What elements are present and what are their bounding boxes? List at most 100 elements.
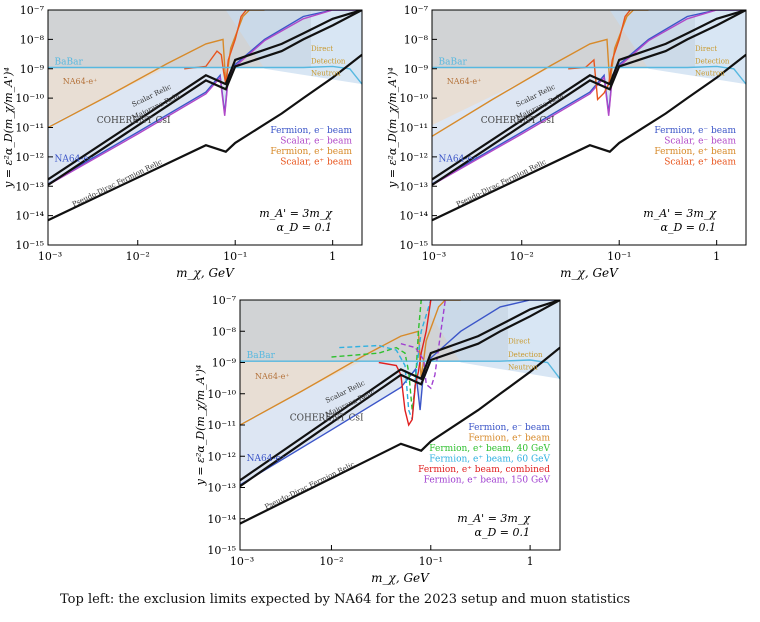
region-label: COHERENT CsI <box>97 116 171 126</box>
region-label: BaBar <box>247 351 276 361</box>
chart-panel-1: 10⁻¹⁵ 10⁻¹⁴ 10⁻¹³ 10⁻¹² 10⁻¹¹ 10⁻¹⁰ 10⁻⁹ 10⁻⁸ 10… <box>2 4 363 280</box>
region-label: NA64-e⁺ <box>255 372 290 381</box>
y-tick-label: 10⁻¹² <box>207 450 236 463</box>
series-line-6 <box>240 359 560 380</box>
y-tick-label: 10⁻¹² <box>15 151 44 164</box>
y-axis-label: y = ε²α_D(m_χ/m_A')⁴ <box>386 67 399 189</box>
y-tick-label: 10⁻¹¹ <box>207 419 236 432</box>
region-label: NA64-e⁻ <box>439 154 478 164</box>
region-label: COHERENT CsI <box>290 413 364 423</box>
y-tick-label: 10⁻¹⁴ <box>207 513 236 526</box>
x-tick-label: 10⁻² <box>126 250 150 263</box>
plot-area <box>432 10 746 222</box>
series-line-6 <box>48 10 362 181</box>
series-line-7 <box>432 53 746 222</box>
y-tick-label: 10⁻⁷ <box>404 4 429 17</box>
region-label: NA64-e⁺ <box>63 77 98 86</box>
x-tick-label: 1 <box>329 250 336 263</box>
y-tick-label: 10⁻⁸ <box>404 33 429 46</box>
series-line-5 <box>432 10 746 186</box>
series-line-2 <box>331 300 422 411</box>
legend-entry: Scalar, e⁺ beam <box>280 158 352 168</box>
y-tick-label: 10⁻¹¹ <box>15 122 44 135</box>
y-tick-label: 10⁻¹⁵ <box>15 239 44 252</box>
region-label: Direct <box>508 338 530 346</box>
series-line-2 <box>48 10 265 129</box>
y-tick-label: 10⁻¹¹ <box>399 122 428 135</box>
region-label: Direct <box>311 45 333 53</box>
legend-entry: Fermion, e⁻ beam <box>654 126 736 136</box>
region-label: Pseudo-Dirac Fermion Relic <box>71 158 164 209</box>
annotation-text: m_A' = 3m_χ <box>643 207 717 220</box>
x-axis-label: m_χ, GeV <box>560 266 619 280</box>
x-axis-label: m_χ, GeV <box>371 571 430 585</box>
series-line-7 <box>240 300 560 488</box>
chart-panel-3: 10⁻¹⁵ 10⁻¹⁴ 10⁻¹³ 10⁻¹² 10⁻¹¹ 10⁻¹⁰ 10⁻⁹ 10⁻⁸ 10… <box>194 294 561 585</box>
region-label: Detection <box>508 351 543 359</box>
x-tick-label: 10⁻³ <box>422 250 446 263</box>
region-label: Detection <box>311 58 346 66</box>
na64-eplus-region <box>432 67 552 126</box>
series-line-4 <box>48 65 362 85</box>
x-tick-label: 1 <box>527 555 534 568</box>
chart-panel-2: 10⁻¹⁵ 10⁻¹⁴ 10⁻¹³ 10⁻¹² 10⁻¹¹ 10⁻¹⁰ 10⁻⁹ 10⁻⁸ 10… <box>386 4 747 280</box>
region-label: NA64-e⁻ <box>55 154 94 164</box>
y-tick-label: 10⁻¹³ <box>15 180 44 193</box>
x-tick-label: 10⁻² <box>510 250 534 263</box>
region-label: Pseudo-Dirac Fermion Relic <box>264 461 357 512</box>
x-tick-label: 10⁻³ <box>230 555 254 568</box>
series-line-1 <box>240 300 461 426</box>
x-tick-label: 10⁻¹ <box>223 250 247 263</box>
y-tick-label: 10⁻¹⁰ <box>399 92 428 105</box>
series-line-2 <box>432 10 649 137</box>
region-label: NA64-e⁻ <box>247 454 286 464</box>
series-line-7 <box>48 53 362 222</box>
annotation-text: α_D = 0.1 <box>277 221 332 234</box>
region-label: BaBar <box>55 57 84 67</box>
legend-entry: Fermion, e⁻ beam <box>270 126 352 136</box>
y-tick-label: 10⁻⁷ <box>20 4 45 17</box>
region-label: Neutron <box>695 69 725 77</box>
y-tick-label: 10⁻¹⁴ <box>399 210 428 223</box>
y-tick-label: 10⁻⁹ <box>20 63 45 76</box>
legend-entry: Fermion, e⁺ beam, 150 GeV <box>424 476 551 486</box>
y-tick-label: 10⁻¹⁴ <box>15 210 44 223</box>
annotation-text: m_A' = 3m_χ <box>259 207 333 220</box>
region-label: NA64-e⁺ <box>447 77 482 86</box>
y-tick-label: 10⁻¹⁰ <box>15 92 44 105</box>
region-label: Neutron <box>508 363 538 371</box>
na64-eplus-region <box>240 361 362 423</box>
series-line-3 <box>339 300 432 420</box>
y-tick-label: 10⁻¹⁰ <box>207 388 236 401</box>
legend-entry: Scalar, e⁻ beam <box>280 137 352 147</box>
x-tick-label: 10⁻³ <box>38 250 62 263</box>
series-line-9 <box>240 346 560 525</box>
y-axis-label: y = ε²α_D(m_χ/m_A')⁴ <box>2 67 15 189</box>
y-tick-label: 10⁻¹⁵ <box>399 239 428 252</box>
region-label: Pseudo-Dirac Fermion Relic <box>455 158 548 209</box>
y-tick-label: 10⁻¹⁵ <box>207 544 236 557</box>
region-label: Detection <box>695 58 730 66</box>
y-axis-label: y = ε²α_D(m_χ/m_A')⁴ <box>194 365 207 487</box>
legend-entry: Fermion, e⁺ beam <box>654 147 736 157</box>
region-label: BaBar <box>439 57 468 67</box>
series-line-6 <box>432 10 746 181</box>
y-tick-label: 10⁻⁹ <box>212 357 237 370</box>
x-tick-label: 10⁻² <box>319 555 343 568</box>
annotation-text: α_D = 0.1 <box>475 526 530 539</box>
legend-entry: Fermion, e⁺ beam, 40 GeV <box>429 444 550 454</box>
legend-entry: Fermion, e⁺ beam, combined <box>418 465 550 475</box>
plot-area <box>240 300 560 525</box>
annotation-text: m_A' = 3m_χ <box>457 512 531 525</box>
x-tick-label: 1 <box>713 250 720 263</box>
y-tick-label: 10⁻⁷ <box>212 294 237 307</box>
legend-entry: Fermion, e⁺ beam <box>468 434 550 444</box>
legend-entry: Fermion, e⁻ beam <box>468 423 550 433</box>
caption: Top left: the exclusion limits expected … <box>60 592 631 607</box>
y-tick-label: 10⁻⁸ <box>20 33 45 46</box>
series-line-4 <box>432 65 746 85</box>
region-label: Neutron <box>311 69 341 77</box>
legend-entry: Scalar, e⁺ beam <box>664 158 736 168</box>
y-tick-label: 10⁻⁸ <box>212 325 237 338</box>
